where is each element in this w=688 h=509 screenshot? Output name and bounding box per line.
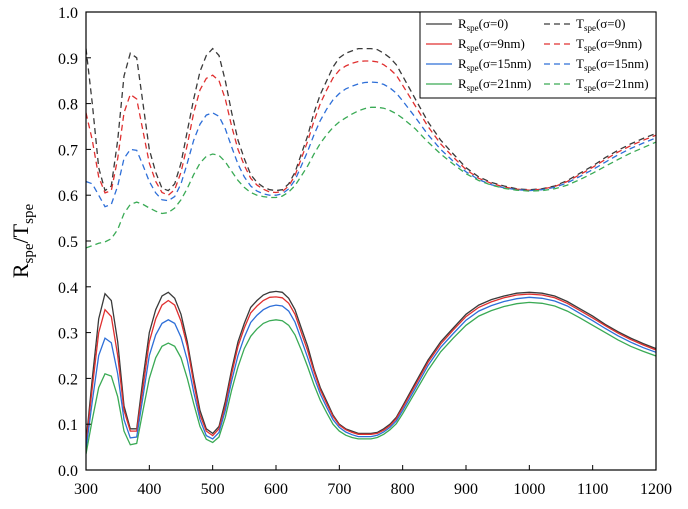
- legend-label: Rspe(σ=0): [458, 16, 508, 33]
- y-axis: 0.0 0.1 0.2 0.3 0.4 0.5 0.6 0.7 0.8 0.9 1.0: [58, 5, 91, 480]
- x-tick-label: 500: [201, 481, 225, 498]
- y-tick-label: 0.0: [58, 463, 78, 480]
- series-line-0: [86, 290, 656, 443]
- x-tick-label: 400: [137, 481, 161, 498]
- x-tick-label: 800: [391, 481, 415, 498]
- x-tick-label: 1200: [640, 481, 672, 498]
- x-tick-label: 1100: [577, 481, 608, 498]
- series-line-7: [86, 106, 656, 249]
- x-tick-label: 300: [74, 481, 98, 498]
- y-tick-label: 1.0: [58, 5, 78, 22]
- legend-label: Tspe(σ=21nm): [576, 76, 649, 93]
- series-line-1: [86, 293, 656, 445]
- legend-label: Rspe(σ=15nm): [458, 56, 531, 73]
- legend-label: Tspe(σ=9nm): [576, 36, 642, 53]
- y-tick-label: 0.8: [58, 97, 78, 114]
- y-tick-label: 0.4: [58, 280, 78, 297]
- series-line-3: [86, 301, 656, 455]
- series-line-5: [86, 60, 656, 196]
- legend-box: [419, 11, 657, 99]
- legend-label: Rspe(σ=9nm): [458, 36, 525, 53]
- legend-label: Rspe(σ=21nm): [458, 76, 531, 93]
- y-tick-label: 0.5: [58, 234, 78, 251]
- y-tick-label: 0.7: [58, 142, 78, 159]
- y-tick-label: 0.3: [58, 326, 78, 343]
- y-tick-label: 0.6: [58, 188, 78, 205]
- series-line-4: [86, 47, 656, 192]
- y-axis-title: Rspe/Tspe: [8, 204, 37, 279]
- y-tick-label: 0.9: [58, 51, 78, 68]
- x-tick-label: 700: [327, 481, 351, 498]
- x-tick-label: 600: [264, 481, 288, 498]
- y-tick-label: 0.2: [58, 371, 78, 388]
- legend-label: Tspe(σ=0): [576, 16, 625, 33]
- series-line-2: [86, 296, 656, 450]
- x-tick-label: 900: [454, 481, 478, 498]
- y-tick-label: 0.1: [58, 417, 78, 434]
- legend-label: Tspe(σ=15nm): [576, 56, 649, 73]
- series-line-6: [86, 81, 656, 208]
- x-tick-label: 1000: [513, 481, 545, 498]
- x-axis: 300 400 500 600 700 800 900 1000 1100 1200: [74, 465, 672, 498]
- series-lines: [86, 47, 656, 455]
- legend: Rspe(σ=0) Rspe(σ=9nm) Rspe(σ=15nm) Rspe(σ=2…: [419, 11, 657, 99]
